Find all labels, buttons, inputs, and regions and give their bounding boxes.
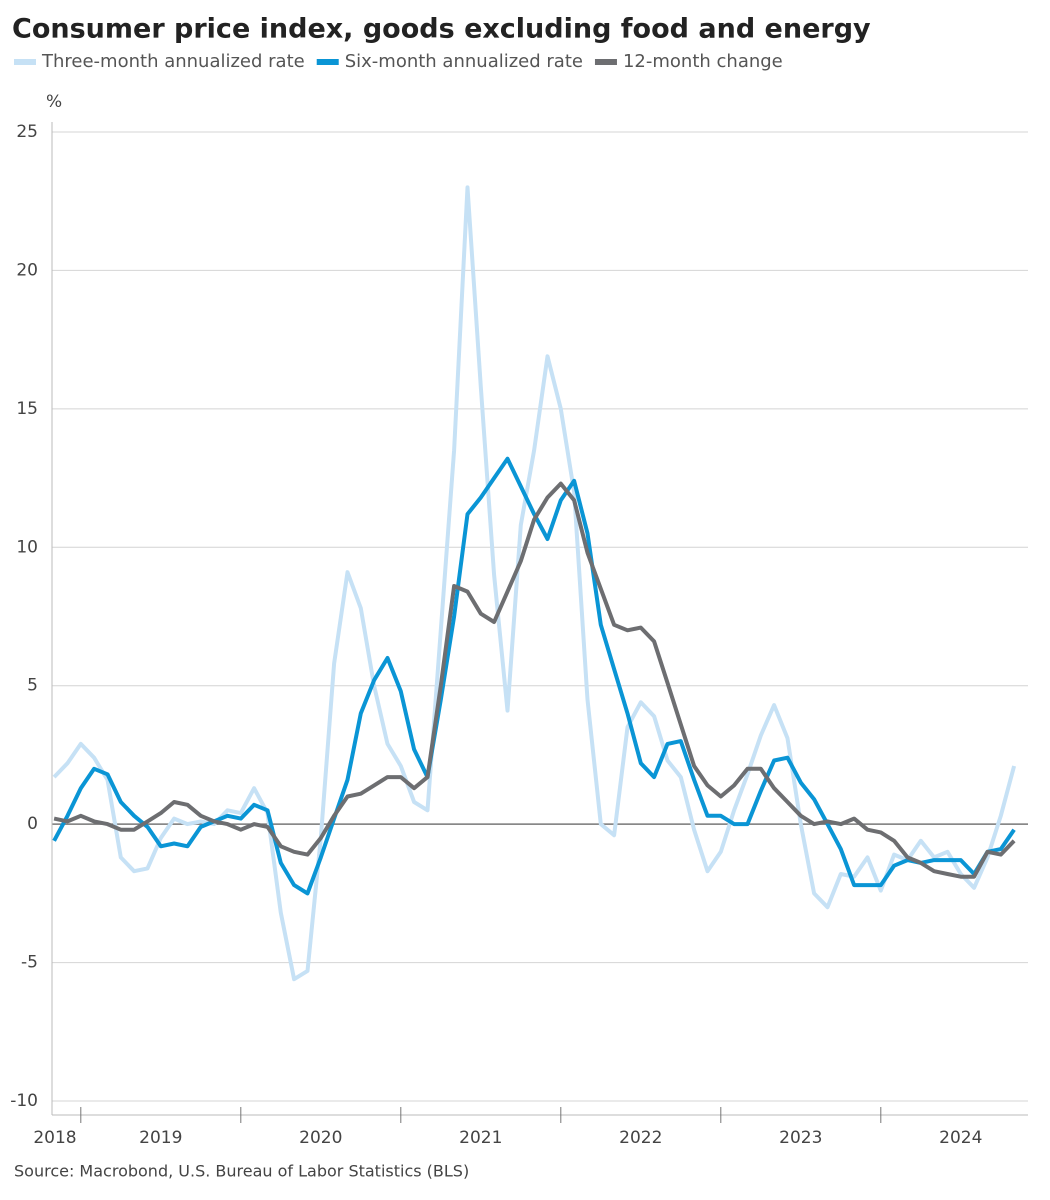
series-line: [52, 185, 1017, 982]
y-tick-label: -5: [21, 953, 38, 973]
x-tick-label: 2023: [779, 1128, 822, 1148]
source: Source: Macrobond, U.S. Bureau of Labor …: [14, 1162, 469, 1181]
y-tick-label: 5: [27, 676, 38, 696]
x-tick-label: 2022: [619, 1128, 662, 1148]
y-tick-label: 15: [16, 399, 38, 419]
y-tick-label: 20: [16, 260, 38, 280]
x-tick-label: 2019: [139, 1128, 182, 1148]
legend-label: Six-month annualized rate: [345, 51, 583, 72]
y-axis-label: %: [46, 92, 62, 112]
chart-title: Consumer price index, goods excluding fo…: [12, 14, 871, 45]
y-tick-label: 10: [16, 537, 38, 557]
legend-label: Three-month annualized rate: [41, 51, 305, 72]
x-tick-label: 2021: [459, 1128, 502, 1148]
y-tick-label: -10: [10, 1091, 38, 1111]
y-tick-label: 0: [27, 814, 38, 834]
x-tick-label: 2018: [33, 1128, 76, 1148]
series-line: [53, 481, 1016, 879]
x-tick-label: 2020: [299, 1128, 342, 1148]
legend-label: 12-month change: [623, 51, 783, 72]
x-tick-label: 2024: [939, 1128, 982, 1148]
y-tick-label: 25: [16, 122, 38, 142]
